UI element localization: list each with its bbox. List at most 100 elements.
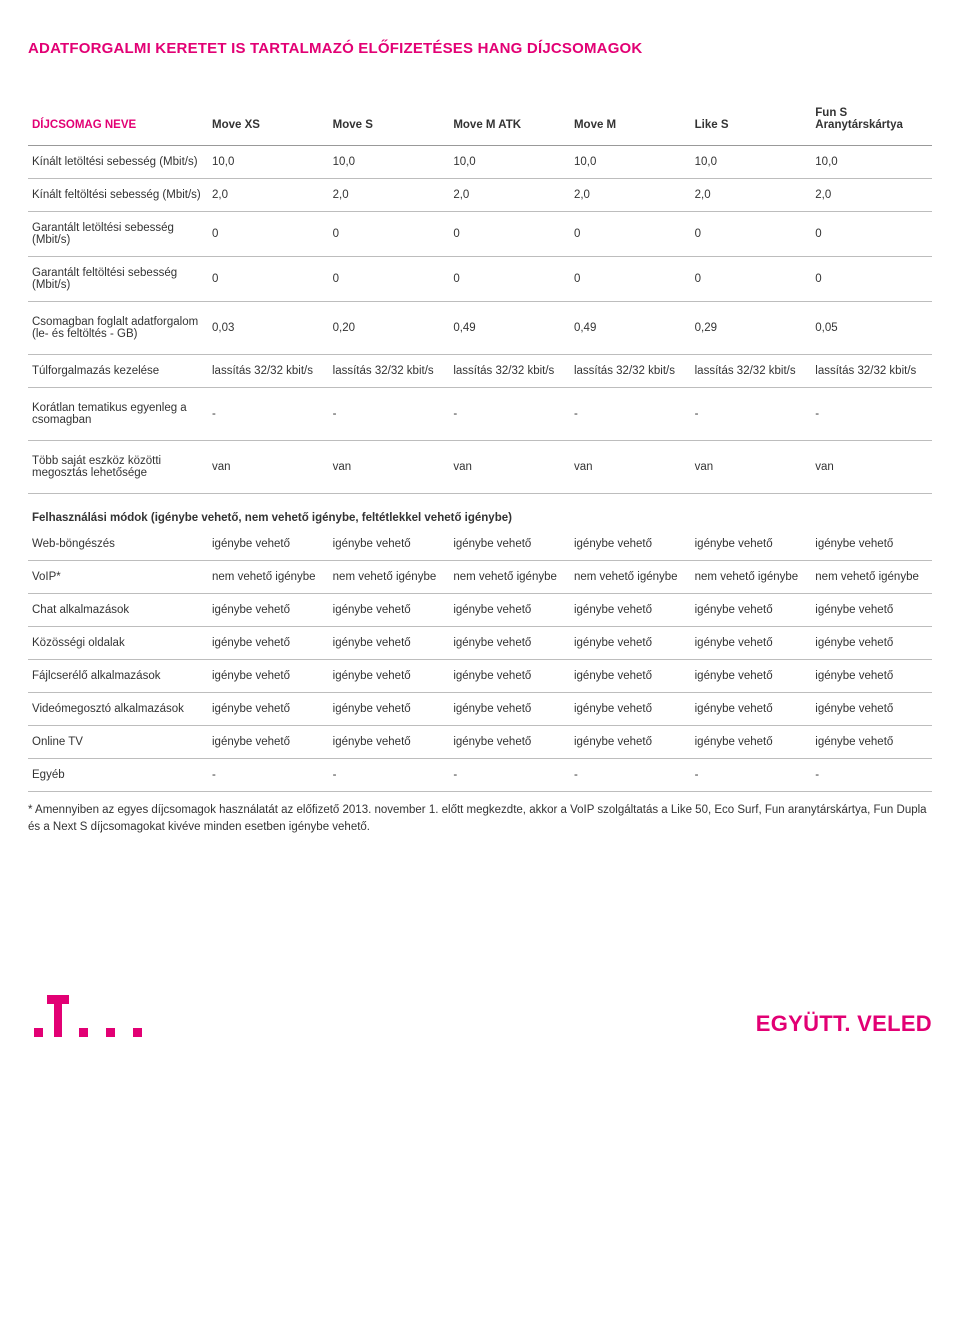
cell-value: igénybe vehető [329,627,450,660]
cell-value: 2,0 [570,179,691,212]
plan-header: Move M [570,107,691,146]
cell-value: 2,0 [329,179,450,212]
cell-value: - [329,759,450,792]
row-label: Több saját eszköz közötti megosztás lehe… [28,441,208,494]
cell-value: - [329,388,450,441]
cell-value: van [570,441,691,494]
row-label: VoIP* [28,561,208,594]
footer-slogan: EGYÜTT. VELED [756,1011,932,1037]
row-label: Egyéb [28,759,208,792]
row-label: Korátlan tematikus egyenleg a csomagban [28,388,208,441]
cell-value: 10,0 [449,146,570,179]
cell-value: igénybe vehető [691,660,812,693]
table-row: VoIP* nem vehető igénybenem vehető igényb… [28,561,932,594]
cell-value: igénybe vehető [570,693,691,726]
cell-value: van [811,441,932,494]
row-label: Fájlcserélő alkalmazások [28,660,208,693]
cell-value: igénybe vehető [449,660,570,693]
cell-value: igénybe vehető [449,594,570,627]
table-row: Több saját eszköz közötti megosztás lehe… [28,441,932,494]
cell-value: 0 [208,212,329,257]
cell-value: nem vehető igénybe [449,561,570,594]
cell-value: igénybe vehető [208,528,329,561]
row-label: Kínált letöltési sebesség (Mbit/s) [28,146,208,179]
cell-value: - [449,759,570,792]
cell-value: 0 [570,257,691,302]
cell-value: igénybe vehető [449,693,570,726]
cell-value: 0 [329,212,450,257]
table-row: Korátlan tematikus egyenleg a csomagban -… [28,388,932,441]
cell-value: van [208,441,329,494]
cell-value: igénybe vehető [208,627,329,660]
table-row: Csomagban foglalt adatforgalom (le- és f… [28,302,932,355]
row-label: Garantált feltöltési sebesség (Mbit/s) [28,257,208,302]
cell-value: 2,0 [691,179,812,212]
cell-value: 0 [691,212,812,257]
cell-value: - [691,759,812,792]
logo-dot [34,1028,43,1037]
cell-value: van [329,441,450,494]
table-row: Kínált letöltési sebesség (Mbit/s)10,010… [28,146,932,179]
cell-value: van [691,441,812,494]
cell-value: - [570,759,691,792]
cell-value: 0,49 [570,302,691,355]
row-label: Túlforgalmazás kezelése [28,355,208,388]
row-label: Kínált feltöltési sebesség (Mbit/s) [28,179,208,212]
cell-value: igénybe vehető [811,594,932,627]
cell-value: igénybe vehető [449,726,570,759]
cell-value: igénybe vehető [208,726,329,759]
footnote: * Amennyiben az egyes díjcsomagok haszná… [28,792,932,835]
cell-value: van [449,441,570,494]
telekom-logo [28,995,142,1037]
cell-value: 0 [570,212,691,257]
logo-t [47,995,69,1037]
row-label: Garantált letöltési sebesség (Mbit/s) [28,212,208,257]
table-row: Garantált feltöltési sebesség (Mbit/s)00… [28,257,932,302]
row-label: Videómegosztó alkalmazások [28,693,208,726]
cell-value: 0 [208,257,329,302]
cell-value: 0,29 [691,302,812,355]
cell-value: igénybe vehető [329,594,450,627]
row-label: Web-böngészés [28,528,208,561]
cell-value: - [811,388,932,441]
cell-value: 10,0 [570,146,691,179]
table-header-row: DÍJCSOMAG NEVE Move XS Move S Move M ATK… [28,107,932,146]
cell-value: 0,03 [208,302,329,355]
section-heading: Felhasználási módok (igénybe vehető, nem… [28,494,932,529]
plan-header: Move M ATK [449,107,570,146]
cell-value: lassítás 32/32 kbit/s [811,355,932,388]
logo-dot [133,1028,142,1037]
cell-value: igénybe vehető [570,726,691,759]
table-row: Kínált feltöltési sebesség (Mbit/s)2,02,… [28,179,932,212]
cell-value: lassítás 32/32 kbit/s [570,355,691,388]
cell-value: 0,49 [449,302,570,355]
table-row: Fájlcserélő alkalmazásokigénybe vehetőig… [28,660,932,693]
plan-header: Move XS [208,107,329,146]
cell-value: igénybe vehető [570,660,691,693]
cell-value: 0,05 [811,302,932,355]
cell-value: igénybe vehető [570,594,691,627]
cell-value: igénybe vehető [570,627,691,660]
cell-value: 0 [329,257,450,302]
row-label: Online TV [28,726,208,759]
cell-value: igénybe vehető [811,528,932,561]
cell-value: igénybe vehető [329,660,450,693]
cell-value: 10,0 [691,146,812,179]
cell-value: igénybe vehető [449,528,570,561]
table-row: Videómegosztó alkalmazások igénybe vehető… [28,693,932,726]
cell-value: igénybe vehető [329,726,450,759]
table-row: Közösségi oldalakigénybe vehetőigénybe v… [28,627,932,660]
plan-header: Like S [691,107,812,146]
table-row: Online TVigénybe vehetőigénybe vehetőigé… [28,726,932,759]
row-label: Chat alkalmazások [28,594,208,627]
cell-value: igénybe vehető [811,627,932,660]
cell-value: igénybe vehető [449,627,570,660]
page-footer: EGYÜTT. VELED [28,995,932,1037]
page-title: ADATFORGALMI KERETET IS TARTALMAZÓ ELŐFI… [28,40,932,57]
cell-value: nem vehető igénybe [570,561,691,594]
cell-value: igénybe vehető [811,726,932,759]
cell-value: igénybe vehető [691,594,812,627]
cell-value: igénybe vehető [691,627,812,660]
cell-value: 0 [449,257,570,302]
cell-value: lassítás 32/32 kbit/s [208,355,329,388]
